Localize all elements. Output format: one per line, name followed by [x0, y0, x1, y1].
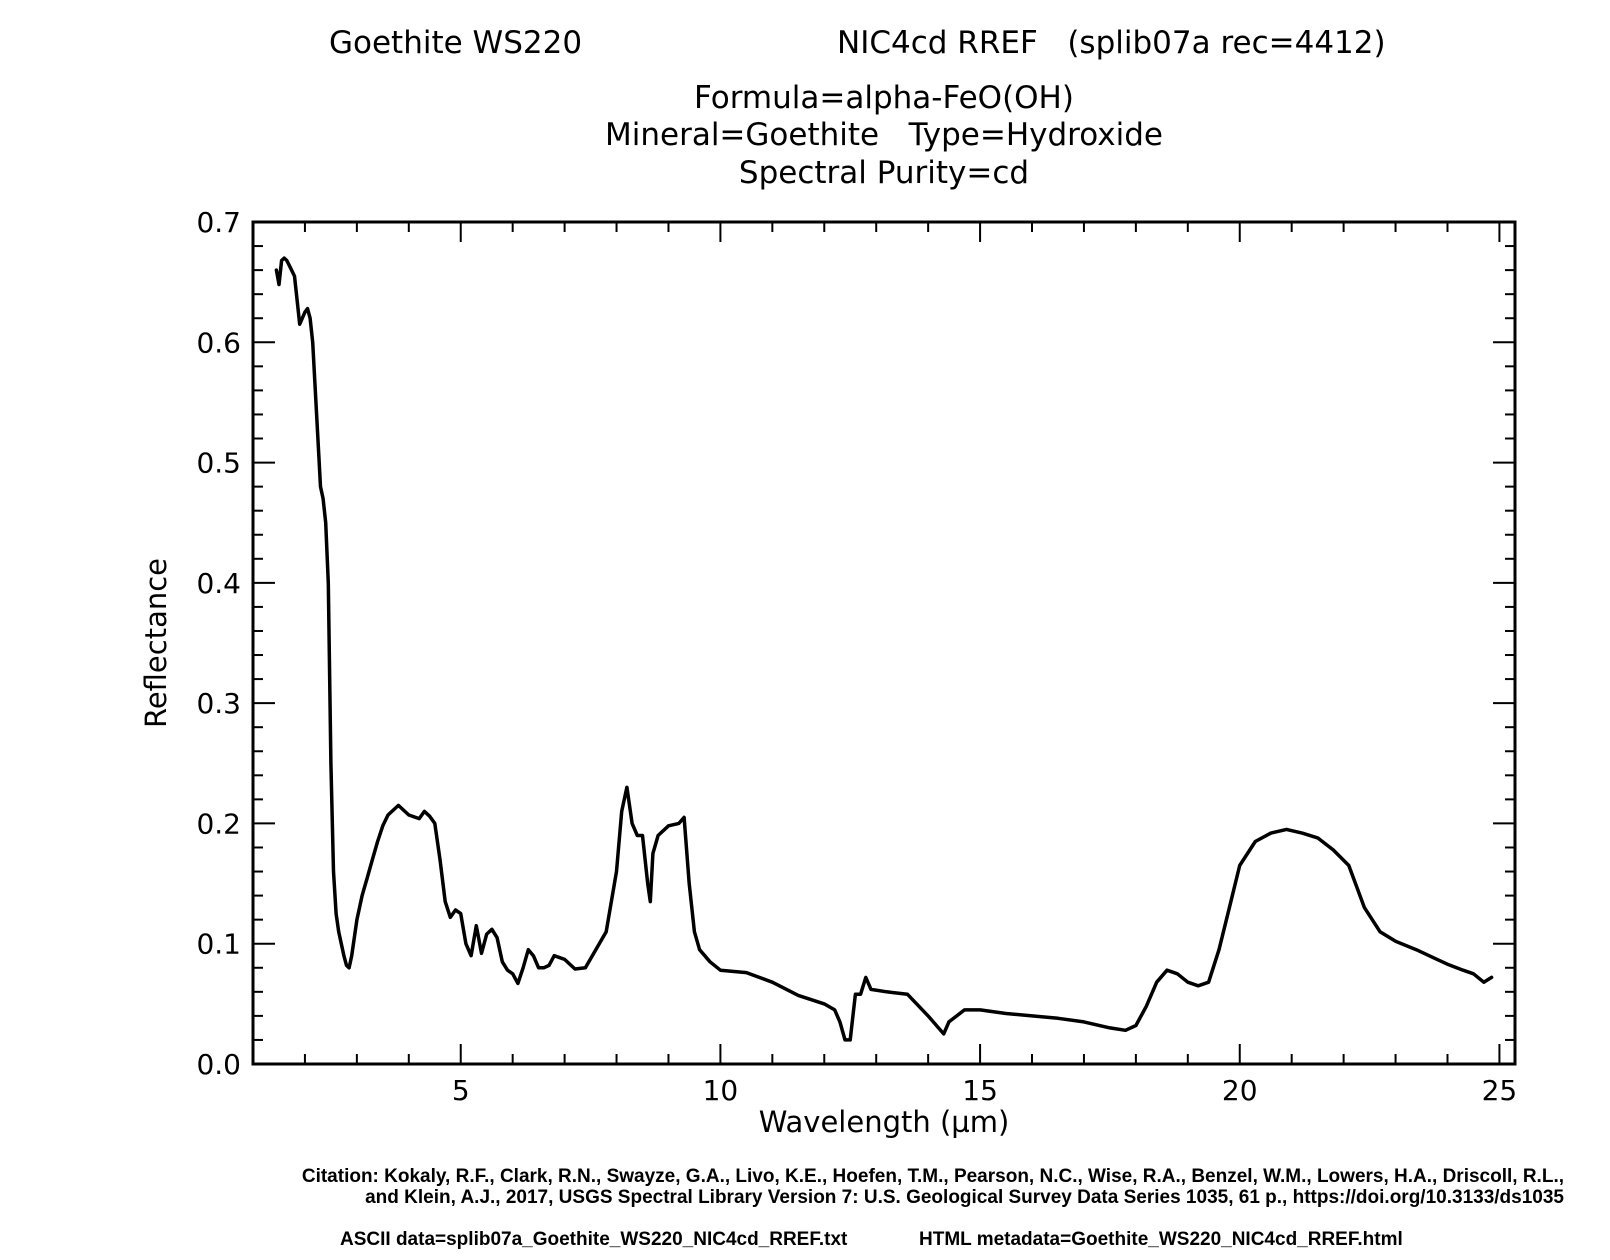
plot-frame [251, 220, 1517, 1066]
mineral-type-line: Mineral=Goethite Type=Hydroxide [605, 117, 1163, 153]
ascii-data-label: ASCII data=splib07a_Goethite_WS220_NIC4c… [340, 1229, 848, 1250]
x-tick-label: 20 [1222, 1074, 1258, 1107]
formula-line: Formula=alpha-FeO(OH) [694, 80, 1074, 116]
spectrum-line [274, 256, 1494, 1042]
y-tick-label: 0.6 [196, 326, 241, 359]
y-tick-label: 0.3 [196, 687, 241, 720]
y-tick-label: 0.7 [196, 206, 241, 239]
citation-line-1: Citation: Kokaly, R.F., Clark, R.N., Swa… [302, 1166, 1564, 1187]
x-tick-label: 5 [452, 1074, 470, 1107]
citation-line-2: and Klein, A.J., 2017, USGS Spectral Lib… [365, 1187, 1564, 1208]
x-tick-label: 25 [1482, 1074, 1518, 1107]
axis-ticks [252, 221, 1515, 1065]
y-tick-label: 0.1 [196, 928, 241, 961]
html-metadata-label: HTML metadata=Goethite_WS220_NIC4cd_RREF… [919, 1229, 1403, 1250]
axis-tick-labels: 5 10 15 20 25 0.0 0.1 0.2 0.3 0.4 0.5 0.6 0.7 [196, 206, 1517, 1107]
x-tick-label: 10 [703, 1074, 739, 1107]
spectral-purity-line: Spectral Purity=cd [739, 155, 1029, 191]
y-tick-label: 0.2 [196, 807, 241, 840]
y-axis-label: Reflectance [139, 558, 173, 728]
y-tick-label: 0.0 [196, 1048, 241, 1081]
record-title: NIC4cd RREF (splib07a rec=4412) [837, 25, 1386, 61]
x-axis-label: Wavelength (µm) [759, 1105, 1010, 1139]
sample-title: Goethite WS220 [329, 25, 582, 61]
x-tick-label: 15 [962, 1074, 998, 1107]
y-tick-label: 0.5 [196, 447, 241, 480]
y-tick-label: 0.4 [196, 567, 241, 600]
